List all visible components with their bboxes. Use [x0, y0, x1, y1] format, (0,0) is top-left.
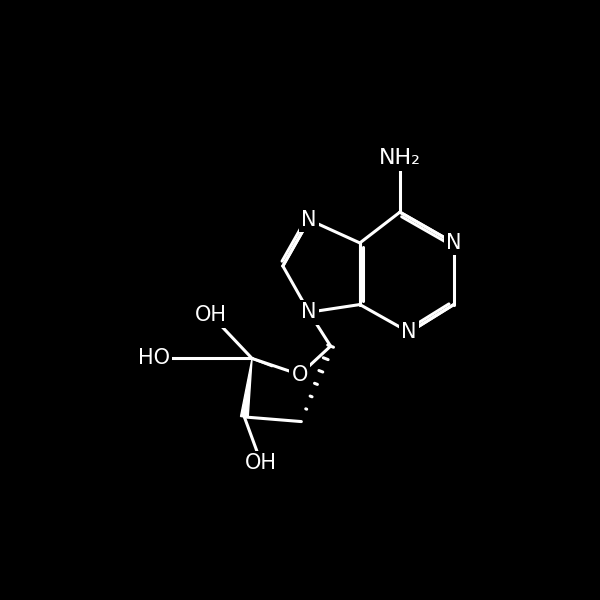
Text: N: N [401, 322, 417, 342]
Text: N: N [446, 233, 461, 253]
Text: OH: OH [245, 453, 277, 473]
Text: N: N [301, 302, 317, 322]
Polygon shape [241, 358, 252, 418]
Text: HO: HO [137, 349, 170, 368]
Text: OH: OH [195, 305, 227, 325]
Text: NH₂: NH₂ [379, 148, 421, 168]
Text: N: N [301, 210, 317, 230]
Text: O: O [292, 365, 308, 385]
